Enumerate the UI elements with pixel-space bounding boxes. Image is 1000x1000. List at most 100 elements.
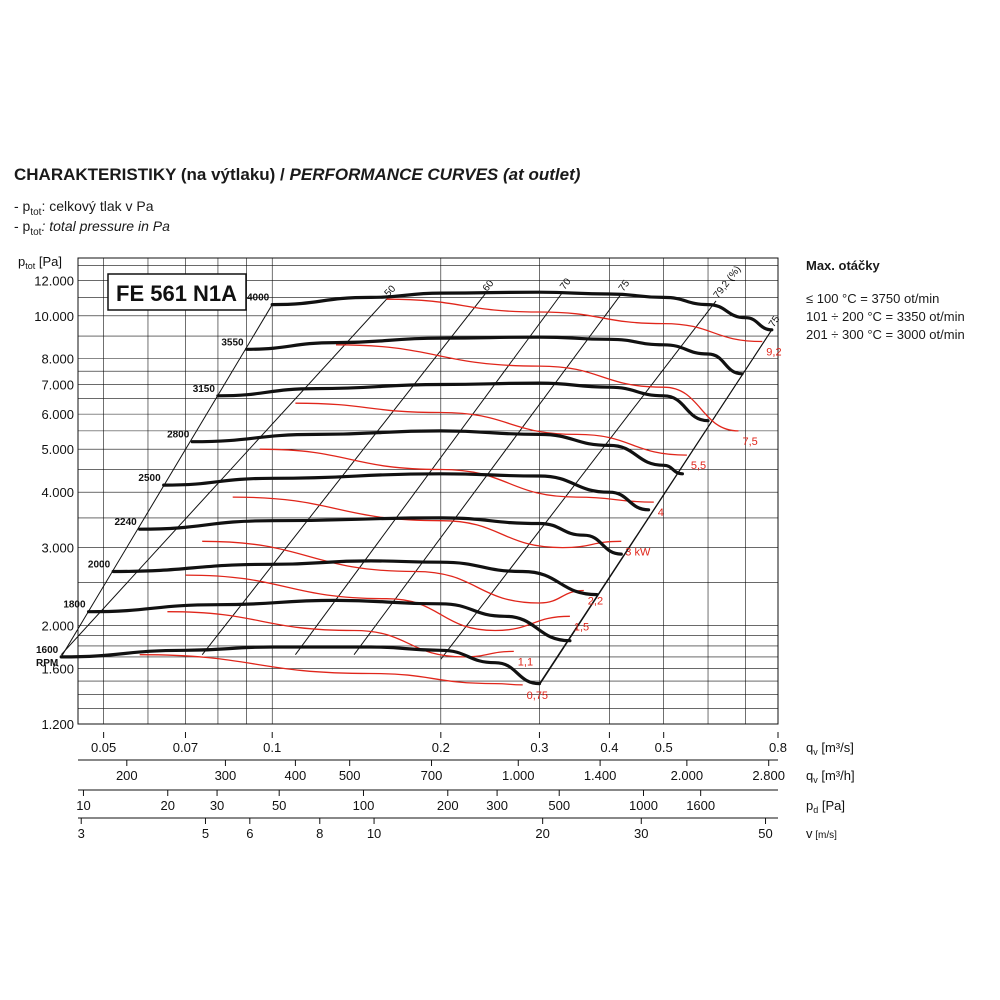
axis-tick-label: 6 [246, 826, 253, 841]
power-label: 7,5 [742, 436, 757, 448]
power-label: 2,2 [588, 596, 603, 608]
efficiency-label: 79,2 (%) [712, 264, 744, 301]
power-curve [386, 298, 763, 343]
efficiency-label: 70 [558, 276, 574, 292]
power-curve [232, 496, 622, 549]
y-tick-label: 4.000 [41, 485, 74, 500]
axis-tick-label: 1000 [629, 798, 658, 813]
power-curve [167, 611, 514, 658]
axis-tick-label: 10 [367, 826, 381, 841]
chart-title: CHARAKTERISTIKY (na výtlaku) / PERFORMAN… [14, 165, 580, 185]
axis-tick-label: 0.07 [173, 740, 198, 755]
speed-label: 3150 [193, 384, 216, 395]
axis-label: qv [m³/s] [806, 740, 854, 757]
axis-tick-label: 0.05 [91, 740, 116, 755]
axis-tick-label: 10 [76, 798, 90, 813]
max-speed-line-2: 101 ÷ 200 °C = 3350 ot/min [806, 309, 965, 324]
axis-tick-label: 1.000 [502, 768, 535, 783]
chart-title-italic: PERFORMANCE CURVES (at outlet) [289, 165, 581, 184]
axis-tick-label: 50 [272, 798, 286, 813]
speed-label: 3550 [221, 337, 244, 348]
model-box [107, 273, 247, 311]
power-curve [259, 448, 654, 503]
speed-label: 1800 [63, 600, 86, 611]
axis-tick-label: 30 [210, 798, 224, 813]
max-speed-heading: Max. otáčky [806, 258, 880, 273]
power-label: 0,75 [527, 690, 548, 702]
axis-tick-label: 20 [161, 798, 175, 813]
efficiency-line [201, 293, 486, 655]
power-curve [185, 574, 570, 632]
axis-label: qv [m³/h] [806, 768, 855, 785]
axis-tick-label: 0.2 [432, 740, 450, 755]
speed-label: 1600 [36, 645, 59, 656]
pressure-legend-cz: - ptot: celkový tlak v Pa [14, 198, 154, 218]
y-tick-label: 5.000 [41, 442, 74, 457]
envelope-line-right [539, 329, 773, 684]
envelope-line-left [60, 304, 273, 658]
power-label: 4 [658, 507, 664, 519]
power-label: 9,2 [766, 346, 781, 358]
axis-tick-label: 700 [421, 768, 443, 783]
speed-curve [270, 290, 774, 332]
axis-tick-label: 500 [548, 798, 570, 813]
y-tick-label: 1.600 [41, 662, 74, 677]
speed-label: 2500 [138, 473, 161, 484]
y-tick-label: 8.000 [41, 352, 74, 367]
power-curve [202, 540, 584, 604]
chart-title-main: CHARAKTERISTIKY (na výtlaku) / [14, 165, 290, 184]
max-speed-line-3: 201 ÷ 300 °C = 3000 ot/min [806, 327, 965, 342]
power-curve [335, 344, 739, 432]
rpm-unit-label: RPM [36, 658, 58, 669]
speed-curve [245, 335, 744, 376]
speed-curve [59, 645, 541, 686]
y-tick-label: 3.000 [41, 541, 74, 556]
power-label: 5,5 [691, 460, 706, 472]
speed-curve [190, 429, 684, 476]
power-label: 1,5 [574, 621, 589, 633]
y-tick-label: 10.000 [34, 309, 74, 324]
max-speed-line-1: ≤ 100 °C = 3750 ot/min [806, 291, 940, 306]
power-label: 1,1 [518, 656, 533, 668]
speed-label: 2240 [114, 517, 137, 528]
power-label: 3 kW [625, 546, 651, 558]
speed-curve [87, 598, 572, 643]
y-tick-label: 2.000 [41, 619, 74, 634]
axis-label: v [m/s] [806, 826, 837, 841]
axis-tick-label: 1.400 [584, 768, 617, 783]
speed-curve [162, 472, 651, 512]
axis-tick-label: 0.1 [263, 740, 281, 755]
axis-tick-label: 20 [535, 826, 549, 841]
axis-tick-label: 2.800 [752, 768, 785, 783]
axis-tick-label: 50 [758, 826, 772, 841]
axis-label: pd [Pa] [806, 798, 845, 815]
axis-tick-label: 400 [285, 768, 307, 783]
axis-tick-label: 0.4 [600, 740, 618, 755]
axis-tick-label: 30 [634, 826, 648, 841]
power-curve [295, 402, 687, 456]
axis-tick-label: 1600 [686, 798, 715, 813]
axis-tick-label: 300 [486, 798, 508, 813]
speed-curve [111, 559, 599, 597]
axis-tick-label: 0.8 [769, 740, 787, 755]
speed-label: 2800 [167, 430, 190, 441]
model-label: FE 561 N1A [116, 281, 237, 306]
y-axis-label: ptot [Pa] [18, 254, 62, 271]
axis-tick-label: 0.5 [655, 740, 673, 755]
axis-tick-label: 8 [316, 826, 323, 841]
y-tick-label: 1.200 [41, 717, 74, 732]
plot-frame [77, 257, 779, 725]
pressure-legend-en: - ptot: total pressure in Pa [14, 218, 170, 238]
y-tick-label: 7.000 [41, 377, 74, 392]
axis-tick-label: 5 [202, 826, 209, 841]
power-curve [139, 654, 523, 686]
y-tick-label: 6.000 [41, 407, 74, 422]
axis-tick-label: 200 [116, 768, 138, 783]
efficiency-line [60, 298, 387, 656]
axis-tick-label: 200 [437, 798, 459, 813]
speed-curve [216, 381, 710, 423]
axis-tick-label: 0.3 [530, 740, 548, 755]
y-tick-label: 12.000 [34, 274, 74, 289]
axis-tick-label: 300 [215, 768, 237, 783]
